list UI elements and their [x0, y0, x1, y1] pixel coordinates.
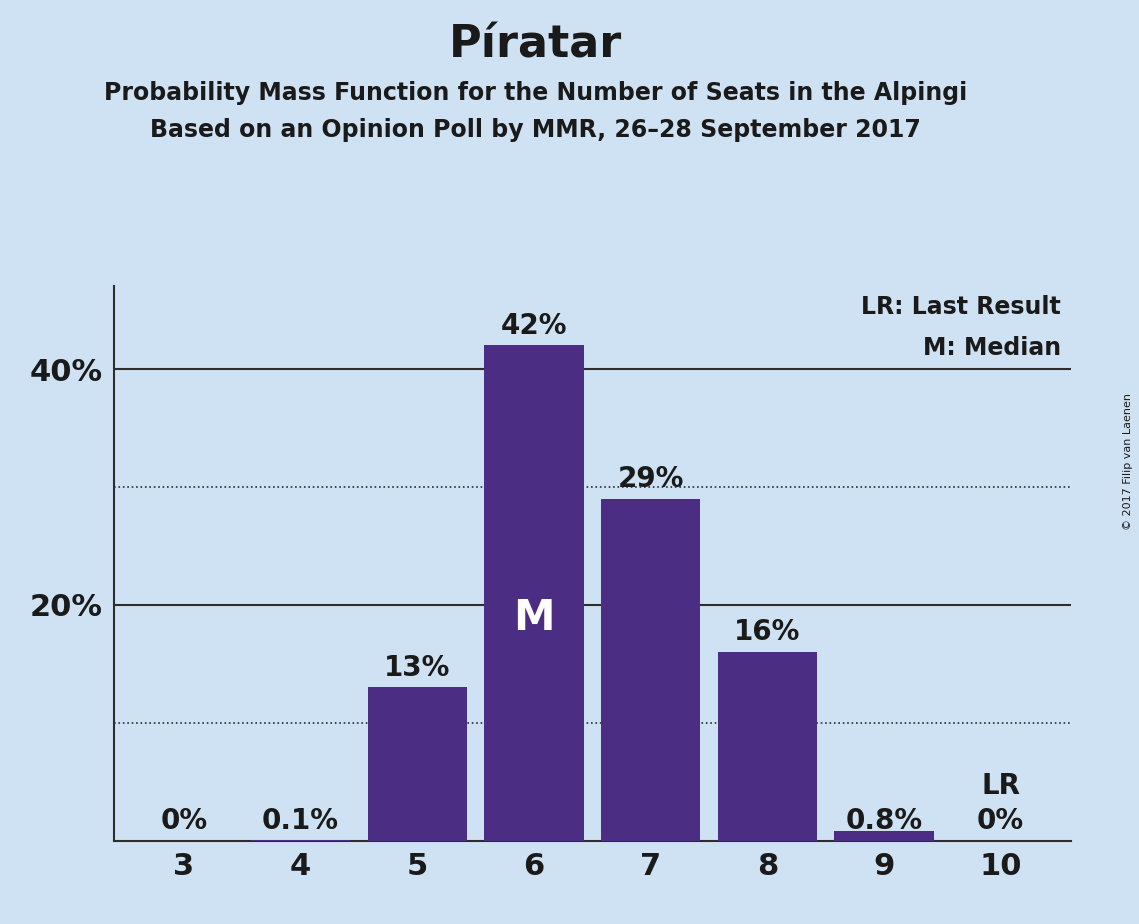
Text: 13%: 13% — [384, 653, 450, 682]
Text: 0.8%: 0.8% — [845, 807, 923, 835]
Text: 16%: 16% — [735, 618, 801, 646]
Bar — [251, 840, 350, 841]
Text: Píratar: Píratar — [449, 23, 622, 67]
Bar — [601, 499, 700, 841]
Text: 0%: 0% — [977, 807, 1024, 835]
Text: © 2017 Filip van Laenen: © 2017 Filip van Laenen — [1123, 394, 1133, 530]
Text: LR: Last Result: LR: Last Result — [861, 295, 1062, 319]
Text: 0%: 0% — [161, 807, 207, 835]
Text: M: M — [514, 597, 555, 638]
Text: M: Median: M: Median — [923, 336, 1062, 360]
Text: Based on an Opinion Poll by MMR, 26–28 September 2017: Based on an Opinion Poll by MMR, 26–28 S… — [150, 118, 920, 142]
Text: 29%: 29% — [617, 465, 683, 492]
Bar — [368, 687, 467, 841]
Bar — [835, 832, 934, 841]
Bar — [718, 652, 817, 841]
Text: 42%: 42% — [501, 311, 567, 339]
Text: 0.1%: 0.1% — [262, 807, 339, 835]
Text: LR: LR — [981, 772, 1021, 799]
Bar — [484, 346, 583, 841]
Text: Probability Mass Function for the Number of Seats in the Alpingi: Probability Mass Function for the Number… — [104, 81, 967, 105]
